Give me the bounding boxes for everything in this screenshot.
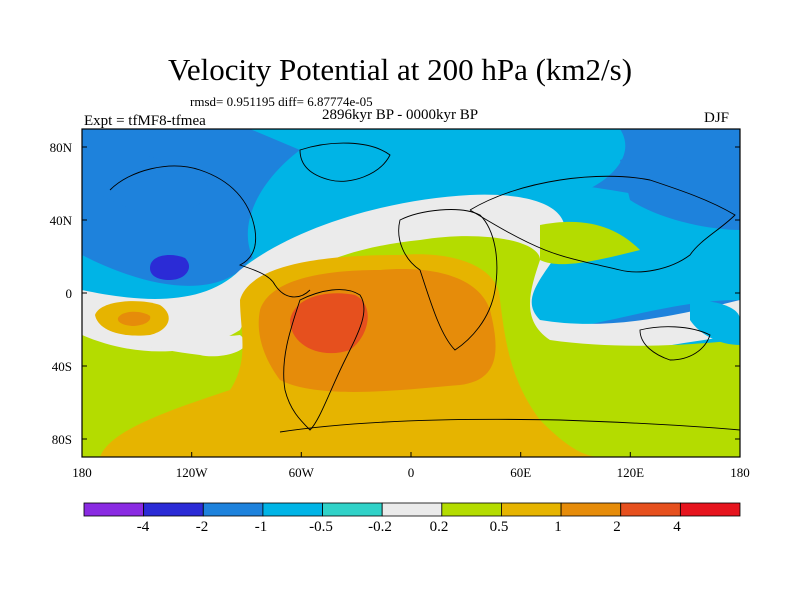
experiment-label: Expt = tfMF8-tfmea xyxy=(84,113,206,129)
greenland-coast xyxy=(299,142,391,182)
colorbar-swatch xyxy=(322,502,383,517)
season-label: DJF xyxy=(704,110,730,126)
africa-coast xyxy=(398,209,498,351)
colorbar-swatch xyxy=(679,502,741,517)
colorbar-label: 2 xyxy=(613,519,621,535)
colorbar-label: -4 xyxy=(136,519,150,535)
x-tick-label: 60W xyxy=(288,465,314,480)
y-tick-label: 80N xyxy=(49,140,72,155)
colorbar-label: 0.5 xyxy=(489,519,509,535)
colorbar-label: -0.2 xyxy=(368,519,392,535)
south-america-coast xyxy=(283,289,365,431)
y-tick-label: 80S xyxy=(51,432,72,447)
y-tick-label: 0 xyxy=(65,286,73,301)
colorbar-swatch xyxy=(381,502,443,517)
colorbar-label: 1 xyxy=(554,519,562,535)
colorbar xyxy=(83,502,741,517)
y-tick-label: 40N xyxy=(49,213,72,228)
colorbar-label: 0.2 xyxy=(429,519,449,535)
x-tick-label: 0 xyxy=(407,465,415,480)
stats-text: rmsd= 0.951195 diff= 6.87774e-05 xyxy=(190,94,373,109)
x-tick-label: 180 xyxy=(72,465,92,480)
colorbar-label: 4 xyxy=(673,519,681,535)
x-tick-label: 120W xyxy=(175,465,208,480)
map-title: Velocity Potential at 200 hPa (km2/s) xyxy=(167,52,633,87)
colorbar-swatch xyxy=(501,502,562,517)
australia-coast xyxy=(639,326,711,361)
north-america-coast xyxy=(109,165,311,298)
contour-fill-layer xyxy=(82,129,740,457)
colorbar-swatch xyxy=(620,502,681,517)
x-tick-label: 60E xyxy=(510,465,532,480)
period-text: 2896kyr BP - 0000kyr BP xyxy=(322,107,479,123)
coastlines xyxy=(109,142,740,433)
colorbar-swatch xyxy=(83,502,145,517)
colorbar-label: -2 xyxy=(195,519,209,535)
antarctica-coast xyxy=(279,418,740,433)
colorbar-swatch xyxy=(262,502,323,517)
colorbar-swatch xyxy=(143,502,204,517)
colorbar-label: -0.5 xyxy=(309,519,333,535)
colorbar-swatch xyxy=(202,502,264,517)
y-tick-label: 40S xyxy=(51,359,72,374)
eurasia-coast xyxy=(469,175,736,273)
x-tick-label: 180 xyxy=(730,465,750,480)
colorbar-label: -1 xyxy=(254,519,268,535)
colorbar-swatch xyxy=(560,502,622,517)
axis-ticks xyxy=(81,146,741,457)
x-tick-label: 120E xyxy=(616,465,645,480)
colorbar-swatch xyxy=(441,502,502,517)
